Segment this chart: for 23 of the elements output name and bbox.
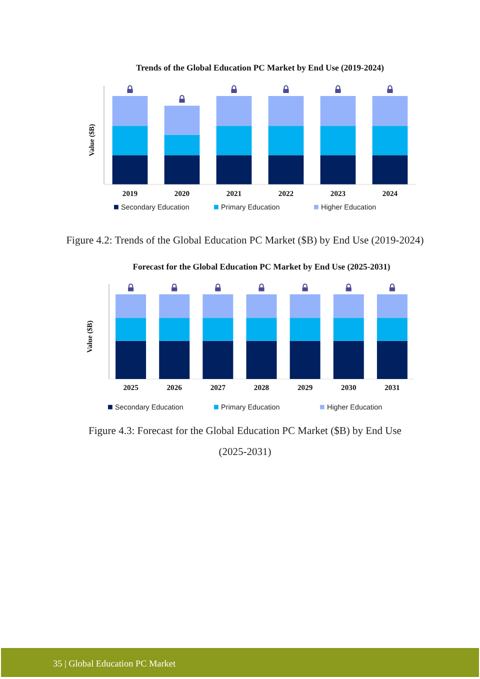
text: 35 | Global Education PC Market bbox=[53, 658, 176, 668]
bar bbox=[216, 126, 252, 156]
bar bbox=[268, 126, 304, 156]
bar bbox=[112, 155, 148, 184]
bar bbox=[320, 155, 356, 184]
chart-title: Trends of the Global Education PC Market by End Use (2019-2024) bbox=[136, 62, 384, 72]
bar bbox=[164, 155, 200, 184]
caption: Figure 4.2: Trends of the Global Education PC Market ($B) by End Use (2019-2024) bbox=[66, 236, 424, 246]
bar bbox=[216, 155, 252, 184]
bar bbox=[216, 96, 252, 126]
bar bbox=[372, 126, 408, 156]
bar bbox=[268, 96, 304, 126]
bar bbox=[164, 106, 200, 135]
bar bbox=[112, 126, 148, 156]
bar bbox=[372, 155, 408, 184]
bar bbox=[268, 155, 304, 184]
bar bbox=[112, 96, 148, 126]
bar bbox=[320, 126, 356, 156]
caption: Figure 4.3: Forecast for the Global Education PC Market ($B) by End Use (2025-2031) bbox=[88, 426, 402, 458]
chart-title: Forecast for the Global Education PC Market by End Use (2025-2031) bbox=[132, 262, 390, 272]
bar bbox=[320, 96, 356, 126]
bar bbox=[372, 96, 408, 126]
bar bbox=[164, 134, 200, 156]
